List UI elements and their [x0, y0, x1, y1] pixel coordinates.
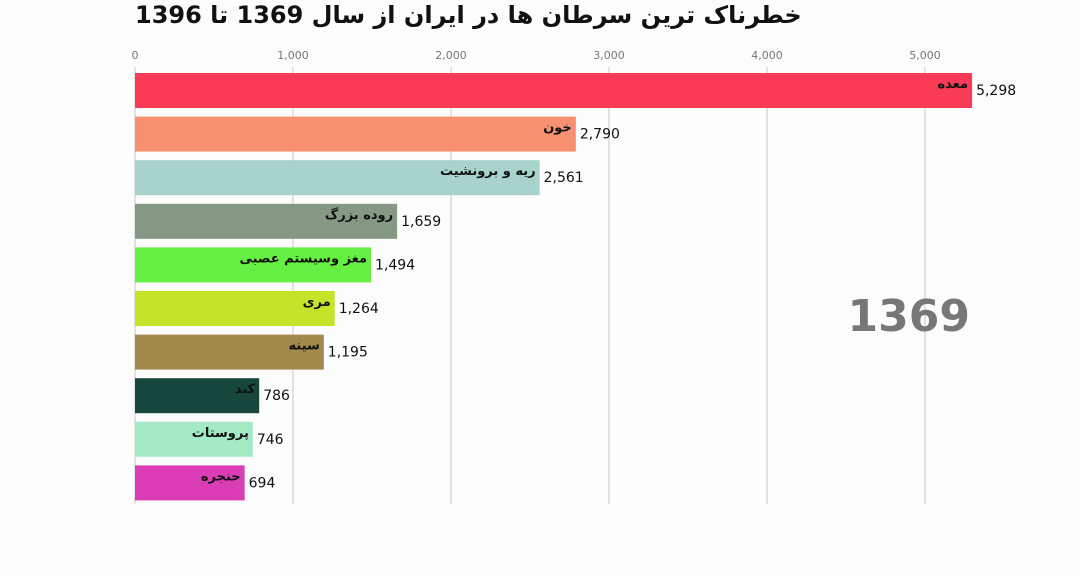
- bar-value-label: 1,494: [375, 257, 415, 273]
- bar-value-label: 1,659: [401, 214, 441, 230]
- bar-category-label: حنجره: [201, 469, 241, 484]
- x-tick-label: 5,000: [909, 49, 941, 62]
- bar-value-label: 746: [257, 432, 284, 448]
- bar-category-label: سینه: [289, 339, 320, 354]
- x-tick-label: 2,000: [435, 49, 467, 62]
- bar: [135, 160, 540, 196]
- bar-category-label: مری: [303, 295, 331, 310]
- bar-value-label: 2,561: [544, 170, 584, 186]
- x-tick-label: 0: [132, 49, 139, 62]
- bar: [135, 247, 372, 283]
- year-label: 1369: [848, 291, 970, 342]
- bar-category-label: خون: [543, 121, 572, 136]
- bar-category-label: معده: [938, 77, 969, 92]
- bar-category-label: روده بزرگ: [325, 206, 393, 223]
- bar-category-label: ریه و برونشیت: [440, 164, 536, 179]
- bar-value-label: 694: [249, 475, 276, 491]
- bar: [135, 378, 260, 414]
- bar: [135, 73, 973, 108]
- bar-category-label: کبد: [235, 382, 256, 397]
- x-tick-label: 1,000: [277, 49, 309, 62]
- bar-category-label: پروستات: [192, 426, 249, 441]
- x-tick-label: 4,000: [751, 49, 783, 62]
- bar-value-label: 786: [263, 388, 290, 404]
- bar: [135, 116, 576, 152]
- x-tick-label: 3,000: [593, 49, 625, 62]
- bar-value-label: 2,790: [580, 127, 620, 143]
- bar: [135, 465, 245, 501]
- bar: [135, 421, 253, 457]
- bar: [135, 334, 324, 370]
- bar: [135, 203, 398, 239]
- bar-category-label: مغز وسیستم عصبی: [239, 251, 367, 266]
- chart-title: خطرناک ترین سرطان ها در ایران از سال 136…: [135, 1, 802, 29]
- bars: [135, 73, 973, 501]
- bar-value-label: 1,195: [328, 345, 368, 361]
- bar: [135, 291, 335, 326]
- bar-value-label: 5,298: [976, 83, 1016, 99]
- bar-value-label: 1,264: [339, 301, 379, 317]
- labels: 0 1,000 2,000 3,000 4,000 5,000 معده 5,298 خون 2,…: [132, 49, 1017, 491]
